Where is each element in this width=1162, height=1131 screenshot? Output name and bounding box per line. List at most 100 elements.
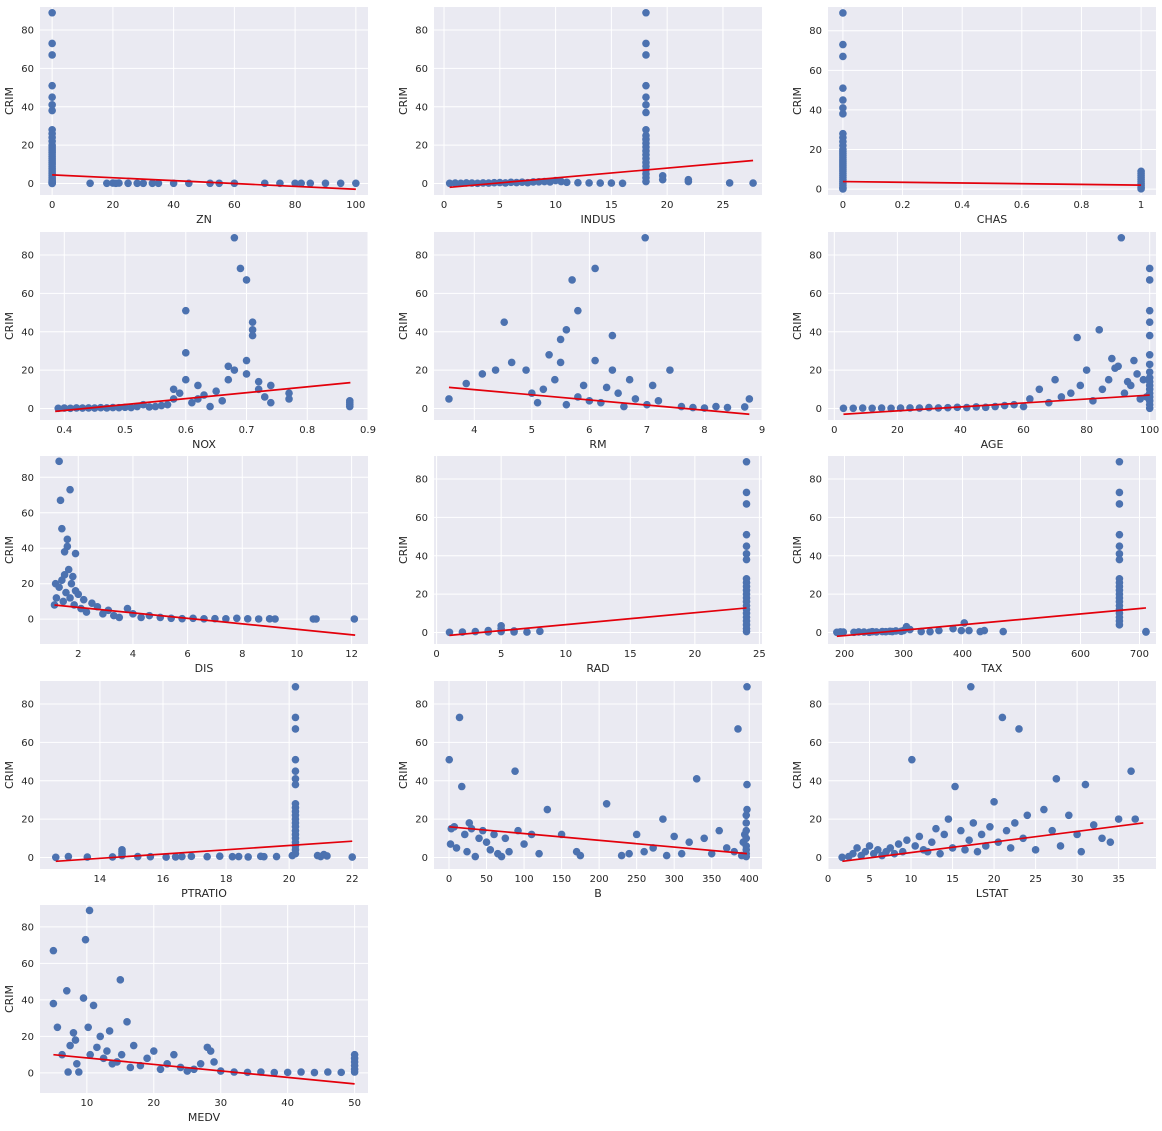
data-point <box>1142 627 1150 636</box>
x-tick-label: 150 <box>552 874 571 885</box>
data-point <box>243 615 252 623</box>
x-tick-label: 0 <box>825 874 831 885</box>
data-point <box>618 179 627 188</box>
data-point <box>99 610 107 618</box>
subplot-b: 0 50 100 150 200 250 300 350 400 0 20 40 60 80 B CRIM <box>397 681 762 900</box>
y-tick-label: 60 <box>21 959 34 970</box>
data-point <box>324 1068 332 1076</box>
data-point <box>617 851 626 860</box>
y-tick-label: 40 <box>415 102 428 113</box>
y-axis-label: CRIM <box>397 312 410 340</box>
data-point <box>475 834 483 843</box>
data-point <box>642 93 650 101</box>
data-point <box>291 799 300 808</box>
data-point <box>230 233 239 242</box>
data-point <box>234 852 243 861</box>
x-tick-label: 0 <box>433 649 439 660</box>
y-tick-label: 80 <box>809 251 822 262</box>
x-axis-label: MEDV <box>188 1111 221 1124</box>
data-point <box>210 1058 218 1066</box>
data-point <box>923 847 932 856</box>
y-tick-label: 80 <box>809 475 822 486</box>
regression-line <box>843 394 1150 416</box>
y-tick-label: 20 <box>21 815 34 826</box>
data-point <box>972 403 981 411</box>
data-point <box>445 628 454 637</box>
data-point <box>79 595 88 604</box>
data-point <box>312 615 320 623</box>
y-tick-label: 20 <box>809 590 822 601</box>
data-point <box>1127 767 1135 775</box>
data-point <box>539 385 548 394</box>
y-tick-label: 0 <box>422 853 428 864</box>
data-point <box>59 597 68 606</box>
data-point <box>877 404 886 412</box>
data-point <box>242 356 251 365</box>
data-point <box>1115 555 1124 564</box>
y-tick-label: 40 <box>21 995 34 1006</box>
y-tick-label: 60 <box>21 738 34 749</box>
data-point <box>1139 375 1148 384</box>
data-point <box>749 179 757 187</box>
data-point <box>1145 350 1154 359</box>
data-point <box>940 830 949 839</box>
data-point <box>839 628 848 636</box>
data-point <box>67 579 76 588</box>
data-point <box>1120 389 1129 397</box>
data-point <box>969 819 978 827</box>
data-point <box>79 994 88 1002</box>
x-tick-label: 350 <box>702 874 721 885</box>
y-tick-label: 40 <box>21 544 34 555</box>
data-point <box>642 101 650 109</box>
data-point <box>244 853 252 861</box>
data-point <box>839 110 847 118</box>
data-point <box>1145 318 1154 326</box>
data-point <box>742 500 751 508</box>
data-point <box>291 755 300 764</box>
data-point <box>230 366 239 374</box>
data-point <box>520 840 528 848</box>
data-point <box>608 331 617 340</box>
subplot-age: 0 20 40 60 80 100 0 20 40 60 80 AGE CRIM <box>791 232 1159 451</box>
y-tick-label: 60 <box>809 738 822 749</box>
data-point <box>451 179 459 187</box>
x-tick-label: 8 <box>701 425 707 436</box>
y-axis-label: CRIM <box>3 87 16 115</box>
x-tick-label: 16 <box>157 874 170 885</box>
data-point <box>556 335 565 344</box>
data-point <box>961 846 969 854</box>
data-point <box>129 1041 138 1050</box>
y-tick-label: 40 <box>21 776 34 787</box>
data-point <box>543 805 552 814</box>
x-tick-label: 6 <box>586 425 592 436</box>
data-point <box>175 389 184 397</box>
data-point <box>670 832 678 841</box>
data-point <box>291 775 300 783</box>
data-point <box>123 604 132 613</box>
data-point <box>1010 400 1018 409</box>
data-point <box>1104 375 1113 384</box>
data-point <box>839 104 847 112</box>
data-point <box>88 599 96 608</box>
data-point <box>456 179 465 188</box>
data-point <box>139 179 148 188</box>
data-point <box>86 179 94 188</box>
data-point <box>1136 395 1145 403</box>
y-tick-label: 0 <box>816 628 822 639</box>
x-tick-label: 250 <box>627 874 646 885</box>
data-point <box>1040 805 1048 814</box>
x-tick-label: 4 <box>130 649 136 660</box>
data-point <box>1098 834 1106 843</box>
data-point <box>700 834 709 843</box>
data-point <box>1082 366 1091 374</box>
x-tick-label: 22 <box>346 874 359 885</box>
data-point <box>562 178 571 187</box>
x-tick-label: 20 <box>107 200 120 211</box>
data-point <box>743 780 751 789</box>
x-tick-label: 18 <box>220 874 233 885</box>
y-tick-label: 0 <box>816 853 822 864</box>
y-tick-label: 0 <box>28 179 34 190</box>
y-tick-label: 40 <box>809 327 822 338</box>
y-tick-label: 80 <box>21 473 34 484</box>
data-point <box>742 811 751 820</box>
